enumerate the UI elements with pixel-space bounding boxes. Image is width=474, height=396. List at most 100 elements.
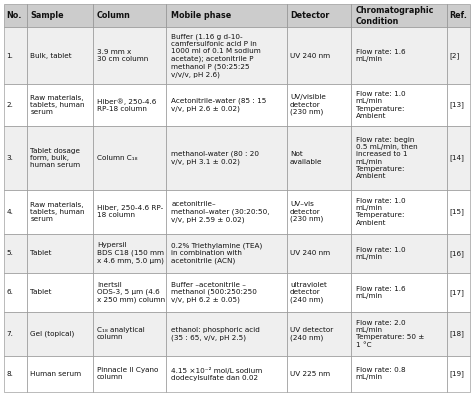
Text: Flow rate: 1.6
mL/min: Flow rate: 1.6 mL/min [356,49,405,62]
Bar [27,312,93,356]
Bar [286,27,351,84]
Text: 2.: 2. [6,102,13,108]
Text: Flow rate: 1.0
mL/min: Flow rate: 1.0 mL/min [356,247,405,260]
Text: Not
available: Not available [290,151,322,165]
Bar [447,356,470,392]
Bar [447,84,470,126]
Bar [27,356,93,392]
Text: Flow rate: begin
0.5 mL/min, then
increased to 1
mL/min
Temperature:
Ambient: Flow rate: begin 0.5 mL/min, then increa… [356,137,418,179]
Bar [166,84,286,126]
Bar [166,27,286,84]
Bar [93,356,166,392]
Bar [447,4,470,27]
Text: UV detector
(240 nm): UV detector (240 nm) [290,327,333,341]
Text: C₁₈ analytical
column: C₁₈ analytical column [97,327,145,341]
Text: UV/visible
detector
(230 nm): UV/visible detector (230 nm) [290,95,326,116]
Bar [4,126,27,190]
Text: Bulk, tablet: Bulk, tablet [30,53,72,59]
Bar [27,234,93,273]
Text: Tablet: Tablet [30,289,52,295]
Text: Tablet: Tablet [30,250,52,256]
Text: Flow rate: 1.6
mL/min: Flow rate: 1.6 mL/min [356,286,405,299]
Bar [286,126,351,190]
Bar [4,27,27,84]
Text: Raw materials,
tablets, human
serum: Raw materials, tablets, human serum [30,202,85,222]
Bar [351,27,447,84]
Text: acetonitrile–
methanol–water (30:20:50,
v/v, pH 2.59 ± 0.02): acetonitrile– methanol–water (30:20:50, … [172,201,270,223]
Bar [166,126,286,190]
Bar [4,356,27,392]
Bar [447,27,470,84]
Bar [4,190,27,234]
Text: Gel (topical): Gel (topical) [30,331,74,337]
Text: Hiber®, 250-4.6
RP-18 column: Hiber®, 250-4.6 RP-18 column [97,98,156,112]
Text: ultraviolet
detector
(240 nm): ultraviolet detector (240 nm) [290,282,327,303]
Bar [4,273,27,312]
Bar [447,126,470,190]
Text: 6.: 6. [6,289,13,295]
Bar [27,273,93,312]
Bar [286,312,351,356]
Text: 7.: 7. [6,331,13,337]
Text: Raw materials,
tablets, human
serum: Raw materials, tablets, human serum [30,95,85,115]
Bar [93,190,166,234]
Bar [93,126,166,190]
Text: Sample: Sample [30,11,64,20]
Bar [166,234,286,273]
Text: [2]: [2] [449,52,460,59]
Text: Chromatographic
Condition: Chromatographic Condition [356,6,434,25]
Text: Acetonitrile-water (85 : 15
v/v, pH 2.6 ± 0.02): Acetonitrile-water (85 : 15 v/v, pH 2.6 … [172,98,267,112]
Text: Ref.: Ref. [449,11,467,20]
Bar [351,4,447,27]
Text: Pinnacle II Cyano
column: Pinnacle II Cyano column [97,367,158,381]
Bar [93,27,166,84]
Bar [27,84,93,126]
Bar [447,273,470,312]
Text: 8.: 8. [6,371,13,377]
Text: Column: Column [97,11,131,20]
Bar [351,190,447,234]
Text: Flow rate: 1.0
mL/min
Temperature:
Ambient: Flow rate: 1.0 mL/min Temperature: Ambie… [356,91,405,119]
Text: [19]: [19] [449,371,465,377]
Text: methanol-water (80 : 20
v/v, pH 3.1 ± 0.02): methanol-water (80 : 20 v/v, pH 3.1 ± 0.… [172,151,259,165]
Bar [286,84,351,126]
Bar [351,84,447,126]
Bar [93,273,166,312]
Text: Inertsil
ODS-3, 5 μm (4.6
x 250 mm) column: Inertsil ODS-3, 5 μm (4.6 x 250 mm) colu… [97,282,165,303]
Bar [4,84,27,126]
Text: 3.9 mm x
30 cm column: 3.9 mm x 30 cm column [97,49,148,62]
Bar [351,312,447,356]
Bar [351,273,447,312]
Bar [447,312,470,356]
Bar [351,234,447,273]
Text: Detector: Detector [290,11,329,20]
Bar [166,312,286,356]
Bar [286,4,351,27]
Bar [93,4,166,27]
Bar [93,84,166,126]
Text: [17]: [17] [449,289,465,296]
Bar [4,234,27,273]
Text: [16]: [16] [449,250,465,257]
Bar [27,190,93,234]
Text: [15]: [15] [449,208,465,215]
Text: ethanol: phosphoric acid
(35 : 65, v/v, pH 2.5): ethanol: phosphoric acid (35 : 65, v/v, … [172,327,260,341]
Text: Tablet dosage
form, bulk,
human serum: Tablet dosage form, bulk, human serum [30,148,81,168]
Text: [18]: [18] [449,331,465,337]
Text: [14]: [14] [449,155,465,162]
Bar [27,126,93,190]
Text: 0.2% Triethylamine (TEA)
in combination with
acetonitrile (ACN): 0.2% Triethylamine (TEA) in combination … [172,242,263,264]
Text: 4.: 4. [6,209,13,215]
Text: UV 225 nm: UV 225 nm [290,371,330,377]
Bar [447,234,470,273]
Text: Flow rate: 1.0
mL/min
Temperature:
Ambient: Flow rate: 1.0 mL/min Temperature: Ambie… [356,198,405,226]
Bar [286,190,351,234]
Text: Buffer (1.16 g d-10-
camfersulfonic acid P in
1000 ml of 0.1 M sodium
acetate); : Buffer (1.16 g d-10- camfersulfonic acid… [172,34,261,78]
Bar [93,234,166,273]
Text: 5.: 5. [6,250,13,256]
Bar [166,190,286,234]
Text: 3.: 3. [6,155,13,161]
Bar [27,27,93,84]
Text: Column C₁₈: Column C₁₈ [97,155,137,161]
Text: Mobile phase: Mobile phase [172,11,232,20]
